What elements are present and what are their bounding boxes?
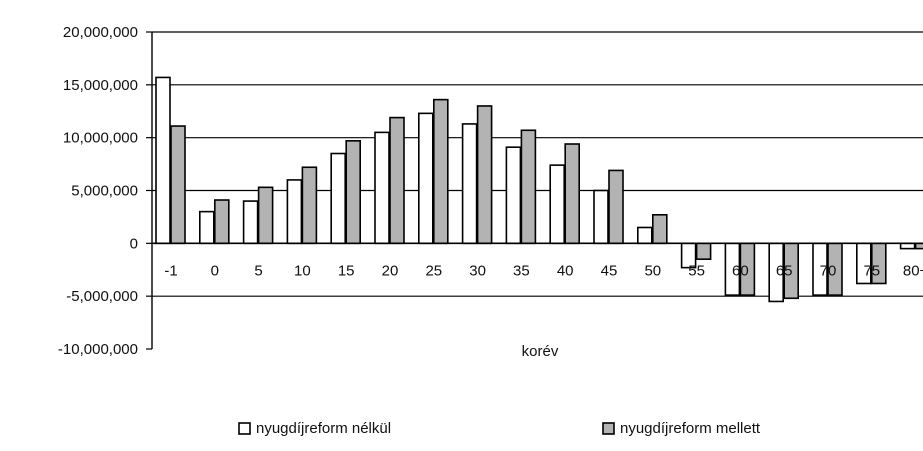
bar bbox=[695, 242, 712, 260]
bar bbox=[520, 129, 537, 245]
y-tick-label: -5,000,000 bbox=[66, 288, 138, 305]
x-tick-label: -1 bbox=[164, 262, 177, 279]
x-tick-label: 20 bbox=[382, 262, 399, 279]
bar bbox=[476, 105, 493, 245]
bar bbox=[257, 186, 274, 245]
x-tick-label: 55 bbox=[688, 262, 705, 279]
bar bbox=[608, 169, 624, 245]
bar bbox=[432, 98, 449, 245]
y-tick-label: 15,000,000 bbox=[63, 77, 138, 94]
y-tick-label: 20,000,000 bbox=[63, 24, 138, 41]
bar bbox=[242, 200, 259, 245]
x-tick-label: 0 bbox=[211, 262, 219, 279]
bar bbox=[636, 226, 653, 245]
bar bbox=[155, 76, 171, 245]
x-tick-labels: -1 0 5 10 15 20 25 30 35 40 45 50 55 60 65 70 75 80+ bbox=[164, 262, 923, 279]
x-tick-label: 75 bbox=[863, 262, 880, 279]
y-axis: 20,000,000 15,000,000 10,000,000 5,000,000 0… bbox=[58, 24, 923, 358]
legend-label: nyugdíjreform nélkül bbox=[256, 420, 391, 437]
bar bbox=[461, 123, 478, 245]
x-tick-label: 10 bbox=[294, 262, 311, 279]
bar bbox=[651, 214, 668, 245]
bar bbox=[374, 131, 390, 245]
x-tick-label: 70 bbox=[820, 262, 837, 279]
y-tick-label: 10,000,000 bbox=[63, 130, 138, 147]
y-tick-label: -10,000,000 bbox=[58, 341, 138, 358]
bar bbox=[199, 210, 215, 245]
bar bbox=[330, 152, 347, 245]
legend-swatch bbox=[602, 422, 615, 435]
x-tick-label: 5 bbox=[254, 262, 262, 279]
x-tick-label: 80+ bbox=[903, 262, 923, 279]
x-tick-label: 50 bbox=[644, 262, 661, 279]
bar bbox=[549, 164, 566, 245]
x-tick-label: 45 bbox=[601, 262, 618, 279]
y-tick-label: 5,000,000 bbox=[71, 183, 138, 200]
bar bbox=[214, 199, 230, 245]
x-tick-label: 15 bbox=[338, 262, 355, 279]
gridlines bbox=[152, 31, 923, 297]
bar bbox=[593, 189, 609, 245]
x-tick-label: 25 bbox=[425, 262, 442, 279]
bar bbox=[505, 146, 522, 245]
bar bbox=[301, 166, 318, 245]
bars bbox=[155, 76, 923, 303]
bar bbox=[170, 125, 186, 245]
bar bbox=[286, 179, 303, 245]
bar bbox=[389, 116, 405, 245]
bar bbox=[564, 143, 581, 245]
x-axis-label: korév bbox=[522, 343, 559, 360]
bar bbox=[345, 140, 362, 245]
legend-label: nyugdíjreform mellett bbox=[620, 420, 761, 437]
legend: nyugdíjreform nélkül nyugdíjreform mellet… bbox=[238, 420, 761, 437]
x-tick-label: 65 bbox=[776, 262, 793, 279]
x-tick-label: 40 bbox=[557, 262, 574, 279]
x-tick-label: 30 bbox=[469, 262, 486, 279]
x-tick-label: 60 bbox=[732, 262, 749, 279]
x-tick-label: 35 bbox=[513, 262, 530, 279]
legend-swatch bbox=[238, 422, 251, 435]
y-tick-label: 0 bbox=[130, 235, 138, 252]
bar bbox=[417, 112, 434, 245]
